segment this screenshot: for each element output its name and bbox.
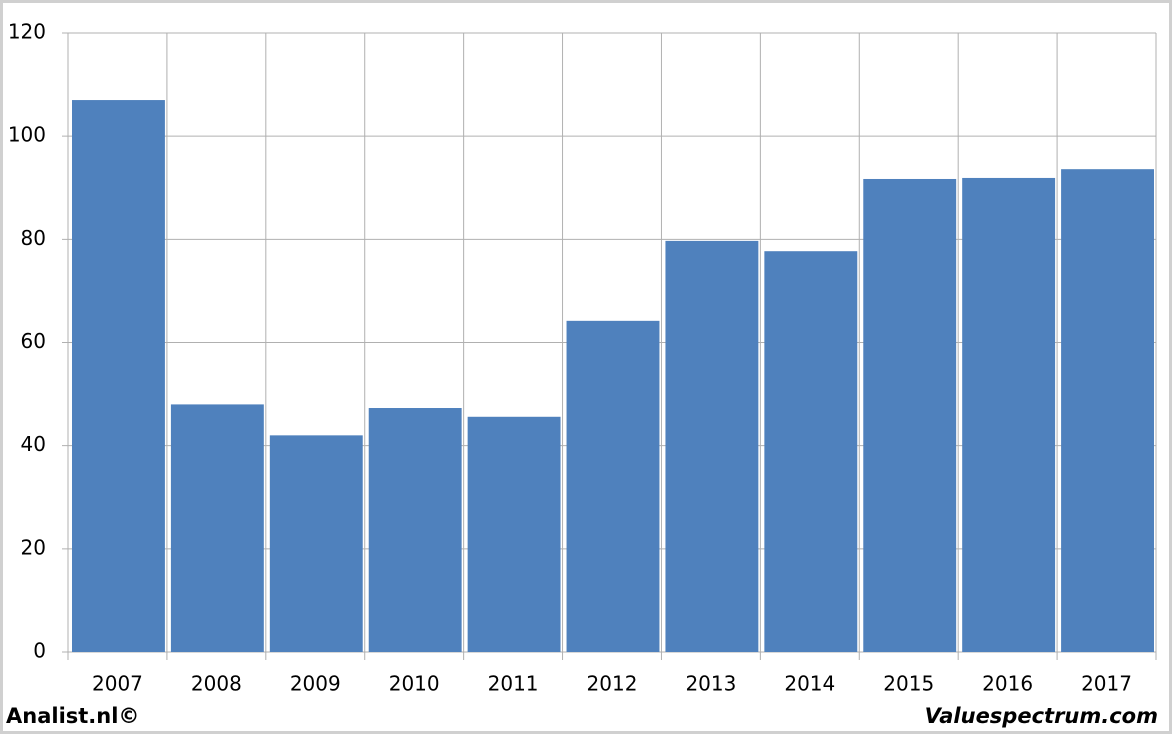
bar (665, 240, 759, 652)
x-tick-label: 2009 (290, 672, 341, 696)
y-tick-label: 20 (21, 535, 46, 559)
bar (269, 435, 363, 652)
bar (863, 178, 957, 652)
x-tick-label: 2010 (389, 672, 440, 696)
x-tick-label: 2015 (883, 672, 934, 696)
x-tick-label: 2011 (488, 672, 539, 696)
bar (962, 177, 1056, 653)
bar (170, 404, 264, 652)
y-tick-label: 40 (21, 432, 46, 456)
bar (566, 320, 660, 652)
bar (368, 408, 462, 652)
bar (1061, 169, 1154, 652)
bar (72, 100, 165, 652)
x-tick-label: 2007 (92, 672, 143, 696)
y-tick-label: 120 (8, 20, 46, 44)
y-tick-label: 80 (21, 226, 46, 250)
x-tick-label: 2008 (191, 672, 242, 696)
y-tick-label: 60 (21, 329, 46, 353)
x-tick-label: 2017 (1081, 672, 1132, 696)
footer-right: Valuespectrum.com (925, 704, 1158, 728)
x-tick-label: 2016 (982, 672, 1033, 696)
x-tick-label: 2013 (685, 672, 736, 696)
bar (764, 251, 858, 652)
x-tick-label: 2014 (784, 672, 835, 696)
y-tick-label: 0 (33, 639, 46, 663)
y-tick-label: 100 (8, 123, 46, 147)
bar (467, 416, 561, 652)
x-tick-label: 2012 (587, 672, 638, 696)
footer-left: Analist.nl© (6, 704, 139, 728)
